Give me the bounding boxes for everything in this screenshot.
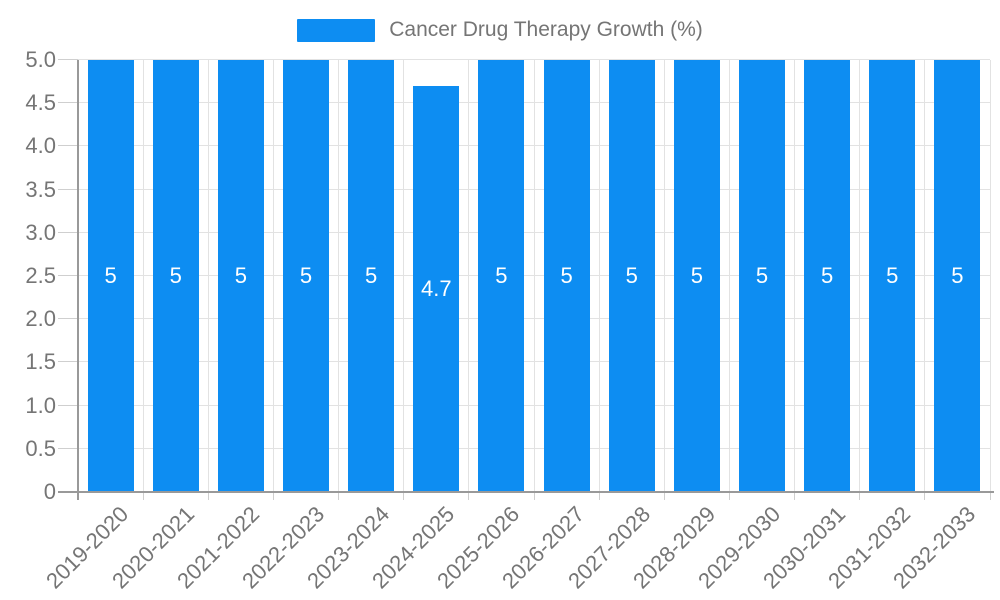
- bar-value-label: 5: [495, 263, 508, 288]
- y-axis-label: 1.5: [25, 349, 56, 375]
- bar-value-label: 5: [365, 263, 378, 288]
- y-tick: [58, 318, 78, 320]
- x-tick: [794, 492, 796, 500]
- bar-value-label: 5: [886, 263, 899, 288]
- y-tick: [58, 275, 78, 276]
- bar-2027-2028: [608, 60, 655, 492]
- bar-value-label: 4.7: [420, 275, 452, 301]
- x-gridline: [272, 60, 274, 492]
- bar-2021-2022: [217, 60, 264, 492]
- y-axis-line: [76, 60, 79, 500]
- x-gridline: [989, 60, 991, 492]
- bar-value-label: 5: [951, 263, 964, 288]
- x-gridline: [403, 60, 405, 492]
- bar-2026-2027: [543, 60, 590, 492]
- x-tick: [207, 492, 209, 500]
- x-gridline: [794, 60, 796, 492]
- bar-2022-2023: [283, 60, 329, 492]
- y-axis-label: 2.5: [25, 263, 56, 288]
- bar-value-label: 5: [821, 263, 834, 288]
- y-axis-label: 4.0: [25, 133, 56, 159]
- x-tick: [533, 492, 535, 500]
- y-axis-label: 0.5: [25, 435, 56, 461]
- bar-2028-2029: [673, 60, 720, 492]
- x-tick: [924, 492, 926, 500]
- bar-2025-2026: [478, 60, 525, 492]
- x-tick: [403, 492, 405, 500]
- x-tick: [142, 492, 144, 500]
- x-gridline: [207, 60, 209, 492]
- y-axis-label: 0: [43, 479, 56, 504]
- x-tick: [598, 492, 600, 500]
- x-gridline: [859, 60, 861, 492]
- x-tick: [272, 492, 274, 500]
- x-gridline: [533, 60, 535, 492]
- bar-2023-2024: [348, 60, 395, 492]
- y-axis-label: 1.0: [25, 392, 56, 418]
- bar-2024-2025: [413, 85, 460, 492]
- y-axis-label: 2.0: [25, 306, 56, 332]
- x-gridline: [728, 60, 730, 492]
- x-tick: [859, 492, 861, 500]
- bar-2030-2031: [804, 60, 851, 492]
- x-tick: [728, 492, 730, 500]
- bar-value-label: 5: [299, 263, 313, 288]
- y-axis-label: 3.5: [25, 176, 56, 202]
- x-tick: [468, 492, 470, 500]
- y-axis-label: 3.0: [25, 219, 56, 245]
- legend[interactable]: Cancer Drug Therapy Growth (%): [0, 17, 1000, 43]
- x-axis-line: [58, 491, 994, 493]
- y-tick: [58, 447, 78, 449]
- bar-2019-2020: [87, 60, 134, 492]
- y-tick: [58, 59, 78, 60]
- x-tick: [338, 492, 340, 500]
- y-axis-label: 5.0: [25, 47, 56, 72]
- y-axis-label: 4.5: [25, 90, 56, 116]
- x-gridline: [598, 60, 600, 492]
- bar-2031-2032: [869, 60, 916, 492]
- x-gridline: [924, 60, 926, 492]
- legend-swatch[interactable]: [297, 18, 376, 42]
- y-tick: [58, 145, 78, 147]
- bar-2029-2030: [739, 60, 785, 492]
- y-tick: [58, 361, 78, 363]
- bar-value-label: 5: [169, 263, 182, 288]
- x-gridline: [338, 60, 340, 492]
- y-tick: [58, 231, 78, 233]
- bar-2032-2033: [934, 60, 981, 492]
- bar-value-label: 5: [560, 263, 573, 288]
- legend-label[interactable]: Cancer Drug Therapy Growth (%): [389, 18, 703, 41]
- x-gridline: [663, 60, 665, 492]
- bar-value-label: 5: [625, 263, 638, 288]
- bar-value-label: 5: [104, 263, 117, 288]
- y-gridline: [78, 59, 990, 60]
- bar-value-label: 5: [690, 263, 703, 288]
- bar-value-label: 5: [234, 263, 247, 288]
- y-tick: [58, 404, 78, 406]
- bar-value-label: 5: [755, 263, 769, 288]
- y-tick: [58, 102, 78, 104]
- x-gridline: [142, 60, 144, 492]
- y-tick: [58, 188, 78, 190]
- x-gridline: [468, 60, 470, 492]
- x-tick: [663, 492, 665, 500]
- bar-2020-2021: [152, 60, 199, 492]
- x-tick: [989, 492, 991, 500]
